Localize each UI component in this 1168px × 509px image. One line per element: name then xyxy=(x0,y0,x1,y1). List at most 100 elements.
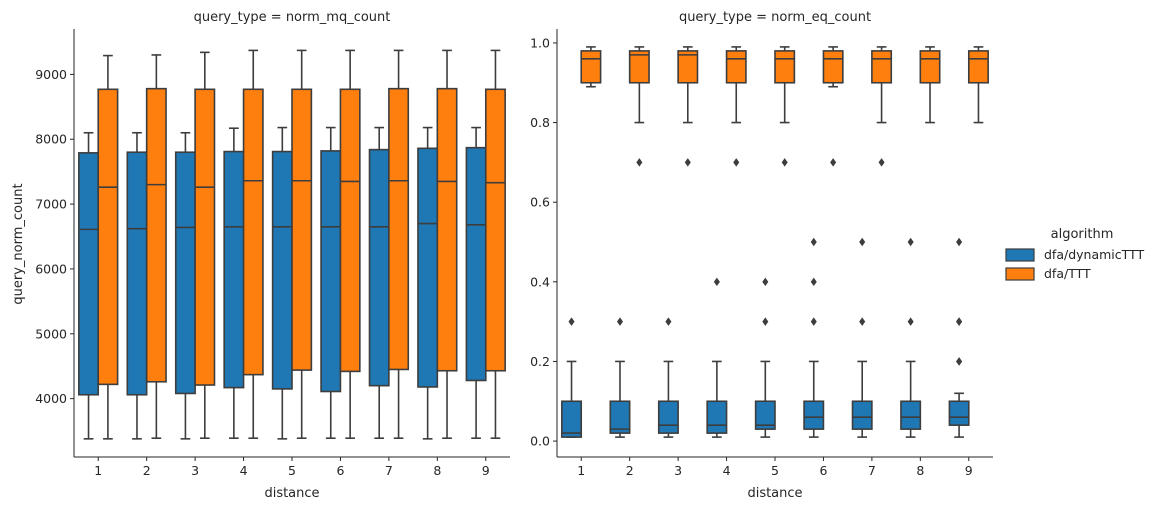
box-body xyxy=(436,87,458,372)
box-body xyxy=(706,400,728,434)
box-dynamicttt xyxy=(417,126,439,440)
y-tick-label: 0.4 xyxy=(530,274,550,289)
box-ttt xyxy=(677,46,699,167)
x-tick-label: 4 xyxy=(723,463,731,478)
box-body xyxy=(484,88,506,372)
x-tick-label: 7 xyxy=(385,463,393,478)
panel-right-plot: 0.0 0.2 0.4 0.6 0.8 1.0 1 2 3 4 5 6 7 8 9 xyxy=(530,29,993,478)
x-tick-label: 1 xyxy=(577,463,585,478)
box-body xyxy=(320,150,342,393)
box-body xyxy=(145,87,167,383)
x-tick-label: 6 xyxy=(819,463,827,478)
panel-right-x-axis-title: distance xyxy=(747,486,802,501)
x-tick-label: 2 xyxy=(626,463,634,478)
outlier-point xyxy=(762,317,769,326)
box-ttt xyxy=(822,46,844,167)
box-dynamicttt xyxy=(803,237,825,438)
outlier-point xyxy=(781,158,788,167)
legend-title: algorithm xyxy=(1051,227,1114,242)
box-body xyxy=(388,87,410,371)
box-body xyxy=(725,50,747,84)
box-ttt xyxy=(871,46,893,167)
box-body xyxy=(126,151,148,396)
legend-label-ttt: dfa/TTT xyxy=(1044,266,1091,281)
outlier-point xyxy=(859,237,866,247)
x-tick-label: 2 xyxy=(143,463,151,478)
box-ttt xyxy=(97,54,119,440)
box-body xyxy=(368,148,390,387)
box-ttt xyxy=(484,49,506,439)
box-ttt xyxy=(291,49,313,439)
box-ttt xyxy=(774,46,796,167)
y-tick-label: 5000 xyxy=(35,326,67,341)
panel-left-plot: 4000 5000 6000 7000 8000 9000 1 2 3 4 5 6 7 8 9 xyxy=(35,29,510,478)
box-ttt xyxy=(580,46,602,88)
legend-swatch-ttt xyxy=(1005,267,1035,281)
box-body xyxy=(339,88,361,373)
outlier-point xyxy=(568,317,575,326)
box-dynamicttt xyxy=(561,317,583,438)
x-tick-label: 6 xyxy=(336,463,344,478)
y-tick-label: 0.0 xyxy=(530,434,550,449)
box-dynamicttt xyxy=(609,317,631,438)
outlier-point xyxy=(713,277,720,287)
box-body xyxy=(754,400,776,430)
legend-label-dynamicttt: dfa/dynamicTTT xyxy=(1044,247,1144,262)
panel-left-title: query_type = norm_mq_count xyxy=(194,10,391,25)
box-dynamicttt xyxy=(465,126,487,439)
outlier-point xyxy=(810,277,817,287)
outlier-point xyxy=(665,317,672,326)
outlier-point xyxy=(616,317,624,326)
box-dynamicttt xyxy=(174,131,196,440)
box-dynamicttt xyxy=(78,131,100,440)
x-tick-label: 3 xyxy=(191,463,199,478)
x-tick-label: 4 xyxy=(240,463,248,478)
box-body xyxy=(822,50,844,84)
box-dynamicttt xyxy=(900,237,922,438)
outlier-point xyxy=(878,158,885,167)
box-body xyxy=(609,400,631,434)
box-ttt xyxy=(194,51,216,439)
panel-left: query_type = norm_mq_count 4000 5000 6000 7… xyxy=(11,10,510,501)
x-tick-label: 9 xyxy=(482,463,490,478)
outlier-point xyxy=(956,357,963,366)
box-body xyxy=(919,50,941,84)
y-tick-label: 1.0 xyxy=(530,35,550,50)
box-body xyxy=(78,152,100,396)
box-body xyxy=(803,400,825,430)
box-dynamicttt xyxy=(271,126,293,440)
box-ttt xyxy=(242,49,264,439)
x-tick-label: 8 xyxy=(916,463,924,478)
box-dynamicttt xyxy=(754,277,776,438)
x-tick-label: 7 xyxy=(868,463,876,478)
x-tick-label: 5 xyxy=(288,463,296,478)
box-body xyxy=(580,50,602,84)
box-ttt xyxy=(436,49,458,439)
box-dynamicttt xyxy=(223,127,245,439)
outlier-point xyxy=(907,237,914,247)
box-body xyxy=(194,88,216,386)
outlier-point xyxy=(684,158,691,167)
box-body xyxy=(628,50,650,84)
box-body xyxy=(291,88,313,371)
outlier-point xyxy=(810,317,817,326)
outlier-point xyxy=(762,277,769,287)
y-tick-label: 0.6 xyxy=(530,195,550,210)
panel-left-x-axis-title: distance xyxy=(264,486,319,501)
y-tick-label: 7000 xyxy=(35,197,67,212)
y-tick-label: 9000 xyxy=(35,67,67,82)
box-ttt xyxy=(145,54,167,439)
box-body xyxy=(223,150,245,389)
outlier-point xyxy=(859,317,866,326)
box-body xyxy=(967,50,989,84)
legend-swatch-dynamicttt xyxy=(1005,248,1035,262)
box-dynamicttt xyxy=(948,237,970,438)
y-tick-label: 6000 xyxy=(35,261,67,276)
outlier-point xyxy=(956,317,963,326)
box-ttt xyxy=(919,46,941,124)
box-body xyxy=(561,400,583,438)
outlier-point xyxy=(830,158,837,167)
outlier-point xyxy=(810,237,817,247)
box-ttt xyxy=(967,46,989,124)
